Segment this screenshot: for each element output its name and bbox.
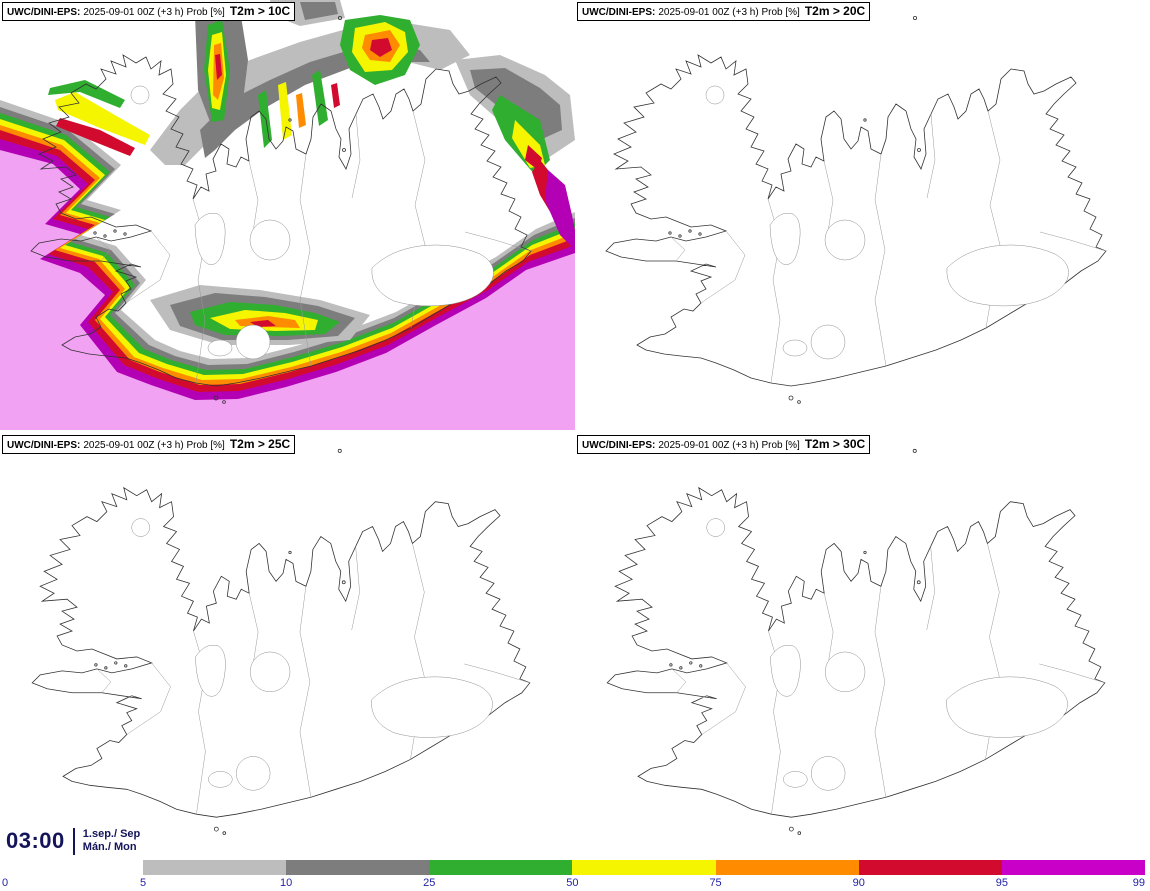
legend-tick: 25 — [423, 877, 436, 889]
parameter-label: T2m > 10C — [229, 4, 291, 18]
panel-title-30c: UWC/DINI-EPS: 2025-09-01 00Z (+3 h) Prob… — [577, 435, 871, 454]
legend-tick: 10 — [280, 877, 293, 889]
panel-t2m-20c: UWC/DINI-EPS: 2025-09-01 00Z (+3 h) Prob… — [575, 0, 1150, 430]
panel-title-10c: UWC/DINI-EPS: 2025-09-01 00Z (+3 h) Prob… — [2, 2, 296, 21]
valid-day: Mán./ Mon — [82, 841, 137, 854]
valid-date-block: 1.sep./ Sep Mán./ Mon — [72, 827, 141, 855]
model-label: UWC/DINI-EPS: — [7, 440, 81, 451]
legend-tick: 75 — [709, 877, 722, 889]
run-info: 2025-09-01 00Z (+3 h) Prob [%] — [83, 7, 225, 18]
legend-segment — [572, 860, 716, 875]
valid-date: 1.sep./ Sep — [82, 827, 141, 840]
legend-tick: 90 — [852, 877, 865, 889]
probability-legend: 0 5 10 25 50 75 90 95 99 — [0, 859, 1150, 891]
legend-tick: 95 — [995, 877, 1008, 889]
parameter-label: T2m > 25C — [229, 437, 291, 451]
model-label: UWC/DINI-EPS: — [582, 7, 656, 18]
panel-title-20c: UWC/DINI-EPS: 2025-09-01 00Z (+3 h) Prob… — [577, 2, 871, 21]
panel-t2m-10c: UWC/DINI-EPS: 2025-09-01 00Z (+3 h) Prob… — [0, 0, 575, 430]
legend-tick: 99 — [1132, 877, 1145, 889]
parameter-label: T2m > 30C — [804, 437, 866, 451]
legend-segment — [429, 860, 573, 875]
legend-tick: 50 — [566, 877, 579, 889]
legend-segment — [858, 860, 1002, 875]
parameter-label: T2m > 20C — [804, 4, 866, 18]
valid-time: 03:00 — [6, 828, 65, 854]
run-info: 2025-09-01 00Z (+3 h) Prob [%] — [83, 440, 225, 451]
panel-t2m-30c: UWC/DINI-EPS: 2025-09-01 00Z (+3 h) Prob… — [575, 433, 1150, 855]
legend-segment — [143, 860, 287, 875]
legend-tick: 5 — [139, 877, 147, 889]
legend-segment — [1001, 860, 1145, 875]
model-label: UWC/DINI-EPS: — [7, 7, 81, 18]
valid-time-block: 03:00 1.sep./ Sep Mán./ Mon — [4, 825, 147, 857]
iceland-map-prob-30c — [606, 448, 1106, 835]
iceland-map-prob-20c — [605, 15, 1107, 404]
legend-tick: 0 — [2, 877, 9, 889]
iceland-map-prob-10c — [0, 0, 575, 430]
legend-segment — [715, 860, 859, 875]
panel-title-25c: UWC/DINI-EPS: 2025-09-01 00Z (+3 h) Prob… — [2, 435, 296, 454]
iceland-map-prob-25c — [31, 448, 531, 835]
panel-t2m-25c: UWC/DINI-EPS: 2025-09-01 00Z (+3 h) Prob… — [0, 433, 575, 855]
run-info: 2025-09-01 00Z (+3 h) Prob [%] — [658, 440, 800, 451]
legend-colorbar — [143, 860, 1145, 875]
model-label: UWC/DINI-EPS: — [582, 440, 656, 451]
legend-segment — [286, 860, 430, 875]
run-info: 2025-09-01 00Z (+3 h) Prob [%] — [658, 7, 800, 18]
